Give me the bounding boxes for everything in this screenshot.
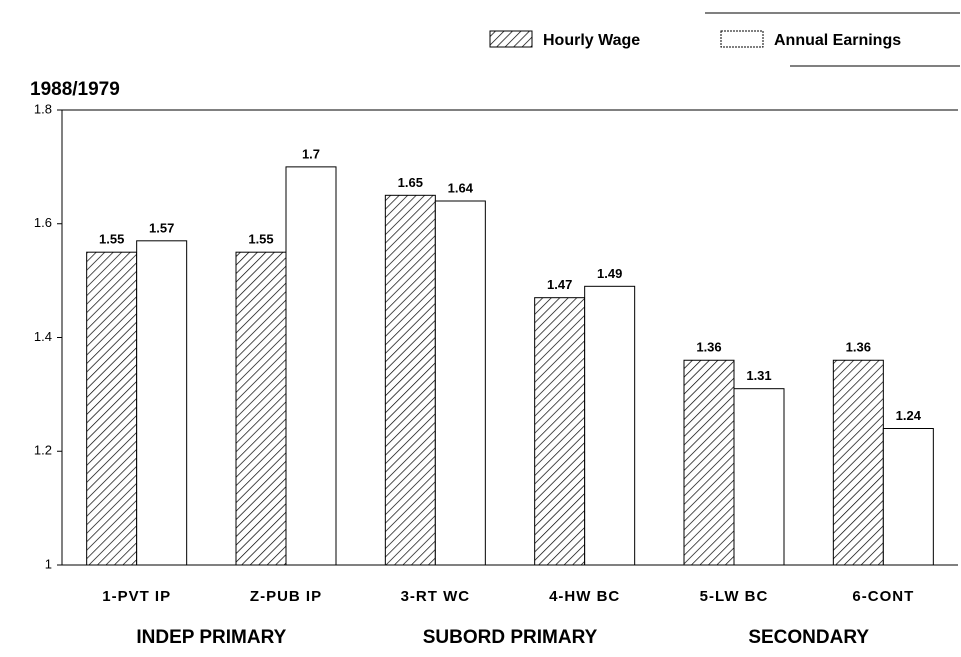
x-tick-label: 5-LW BC bbox=[700, 588, 769, 605]
axis-title: 1988/1979 bbox=[30, 79, 120, 100]
bar bbox=[434, 200, 486, 566]
value-label: 1.47 bbox=[547, 277, 572, 292]
value-label: 1.55 bbox=[248, 232, 273, 247]
y-tick-label: 1.2 bbox=[34, 443, 52, 458]
bar bbox=[683, 359, 735, 566]
bar bbox=[235, 251, 287, 566]
bar bbox=[733, 388, 785, 566]
value-label: 1.24 bbox=[896, 408, 922, 423]
y-tick-label: 1.6 bbox=[34, 215, 52, 230]
value-label: 1.65 bbox=[398, 175, 423, 190]
bar bbox=[384, 194, 436, 566]
value-label: 1.64 bbox=[448, 180, 474, 195]
value-label: 1.55 bbox=[99, 232, 124, 247]
x-tick-label: Z-PUB IP bbox=[250, 588, 322, 605]
x-tick-label: 6-CONT bbox=[852, 588, 914, 605]
value-label: 1.57 bbox=[149, 220, 174, 235]
y-tick-label: 1.8 bbox=[34, 101, 52, 116]
group-label: SECONDARY bbox=[748, 627, 869, 648]
value-label: 1.36 bbox=[696, 340, 721, 355]
bar bbox=[534, 297, 586, 566]
bar bbox=[86, 251, 138, 566]
legend-label: Hourly Wage bbox=[543, 32, 640, 49]
bar bbox=[285, 166, 337, 566]
bar bbox=[832, 359, 884, 566]
x-tick-label: 4-HW BC bbox=[549, 588, 620, 605]
y-tick-label: 1 bbox=[45, 556, 52, 571]
bar bbox=[136, 240, 188, 566]
value-label: 1.31 bbox=[746, 368, 771, 383]
legend-swatch bbox=[489, 30, 533, 48]
x-tick-label: 1-PVT IP bbox=[102, 588, 171, 605]
group-label: INDEP PRIMARY bbox=[136, 627, 286, 648]
value-label: 1.7 bbox=[302, 146, 320, 161]
x-tick-label: 3-RT WC bbox=[401, 588, 471, 605]
y-tick-label: 1.4 bbox=[34, 329, 52, 344]
legend-swatch bbox=[720, 30, 764, 48]
group-label: SUBORD PRIMARY bbox=[423, 627, 598, 648]
legend-label: Annual Earnings bbox=[774, 32, 901, 49]
bar bbox=[882, 428, 934, 566]
bar bbox=[584, 285, 636, 566]
value-label: 1.49 bbox=[597, 266, 622, 281]
value-label: 1.36 bbox=[846, 340, 871, 355]
